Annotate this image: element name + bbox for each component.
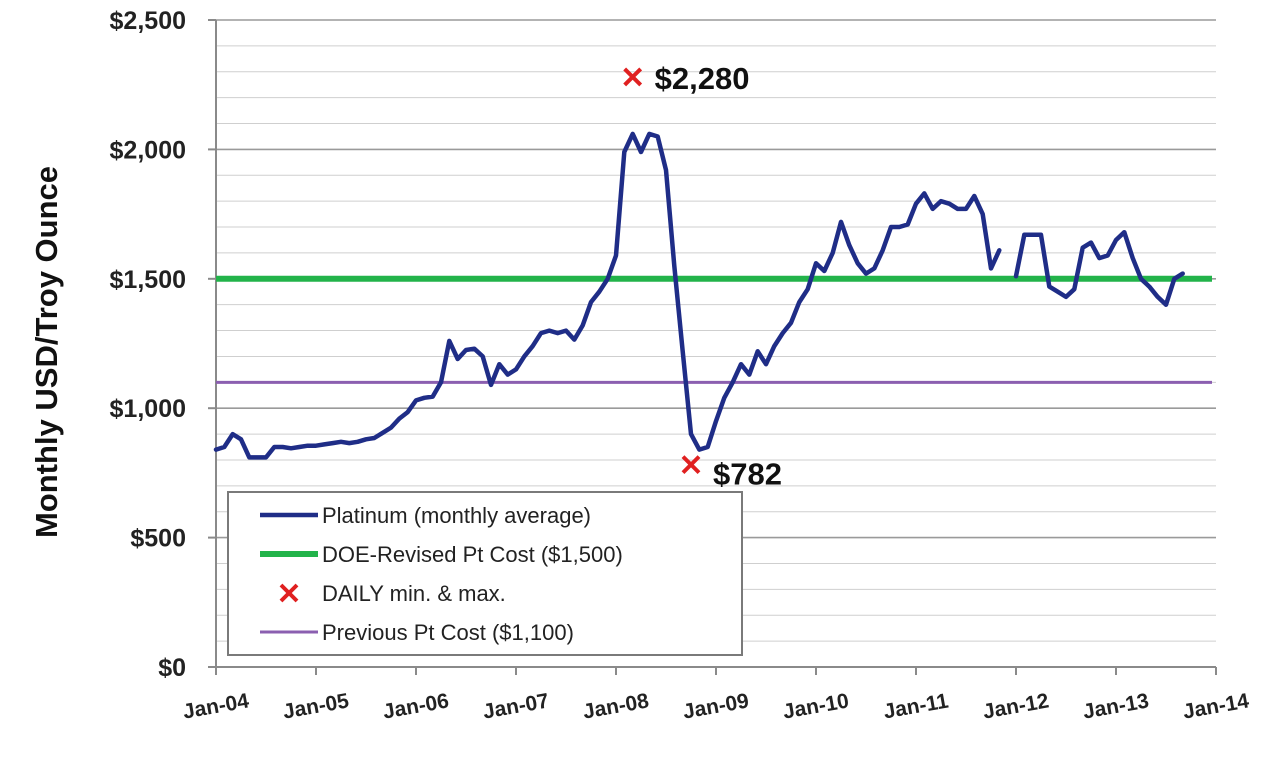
- y-axis-ticks: $0 $500 $1,000 $1,500 $2,000 $2,500: [110, 7, 216, 682]
- legend-label: DOE-Revised Pt Cost ($1,500): [322, 542, 623, 567]
- x-tick-label: Jan-09: [681, 689, 751, 723]
- x-tick-label: Jan-06: [381, 689, 451, 723]
- platinum-line-segment: [1013, 229, 1185, 307]
- x-tick-label: Jan-05: [281, 689, 351, 723]
- x-tick-label: Jan-11: [882, 689, 951, 723]
- daily-min-marker: [681, 455, 701, 475]
- x-tick-label: Jan-10: [781, 689, 851, 723]
- y-tick-label: $1,500: [110, 266, 186, 294]
- legend-label: Platinum (monthly average): [322, 503, 591, 528]
- x-tick-label: Jan-13: [1081, 689, 1151, 723]
- daily-max-label: $2,280: [655, 61, 750, 96]
- x-tick-label: Jan-04: [181, 689, 251, 723]
- x-tick-label: Jan-12: [981, 689, 1051, 723]
- x-tick-label: Jan-14: [1181, 689, 1251, 723]
- x-mark-stroke: [623, 67, 643, 87]
- y-tick-label: $0: [158, 654, 186, 682]
- platinum-line-segment: [213, 131, 1002, 460]
- y-axis-label: Monthly USD/Troy Ounce: [29, 166, 64, 538]
- daily-min-max-markers: $2,280 $782: [623, 61, 782, 492]
- x-tick-label: Jan-08: [581, 689, 651, 723]
- legend: Platinum (monthly average) DOE-Revised Pt…: [227, 491, 743, 656]
- daily-min-label: $782: [713, 457, 782, 492]
- platinum-series: [213, 131, 1185, 460]
- legend-label: Previous Pt Cost ($1,100): [322, 620, 574, 645]
- legend-label: DAILY min. & max.: [322, 581, 506, 606]
- legend-box: [227, 491, 743, 656]
- daily-max-marker: [623, 67, 643, 87]
- y-tick-label: $1,000: [110, 395, 186, 423]
- legend-swatch: [279, 583, 299, 603]
- x-axis-ticks: Jan-04 Jan-05 Jan-06 Jan-07 Jan-08 Jan-09 Jan-…: [181, 667, 1251, 724]
- x-mark-stroke: [681, 455, 701, 475]
- y-tick-label: $2,000: [110, 136, 186, 164]
- x-tick-label: Jan-07: [481, 689, 551, 723]
- y-tick-label: $2,500: [110, 7, 186, 35]
- y-tick-label: $500: [130, 525, 186, 553]
